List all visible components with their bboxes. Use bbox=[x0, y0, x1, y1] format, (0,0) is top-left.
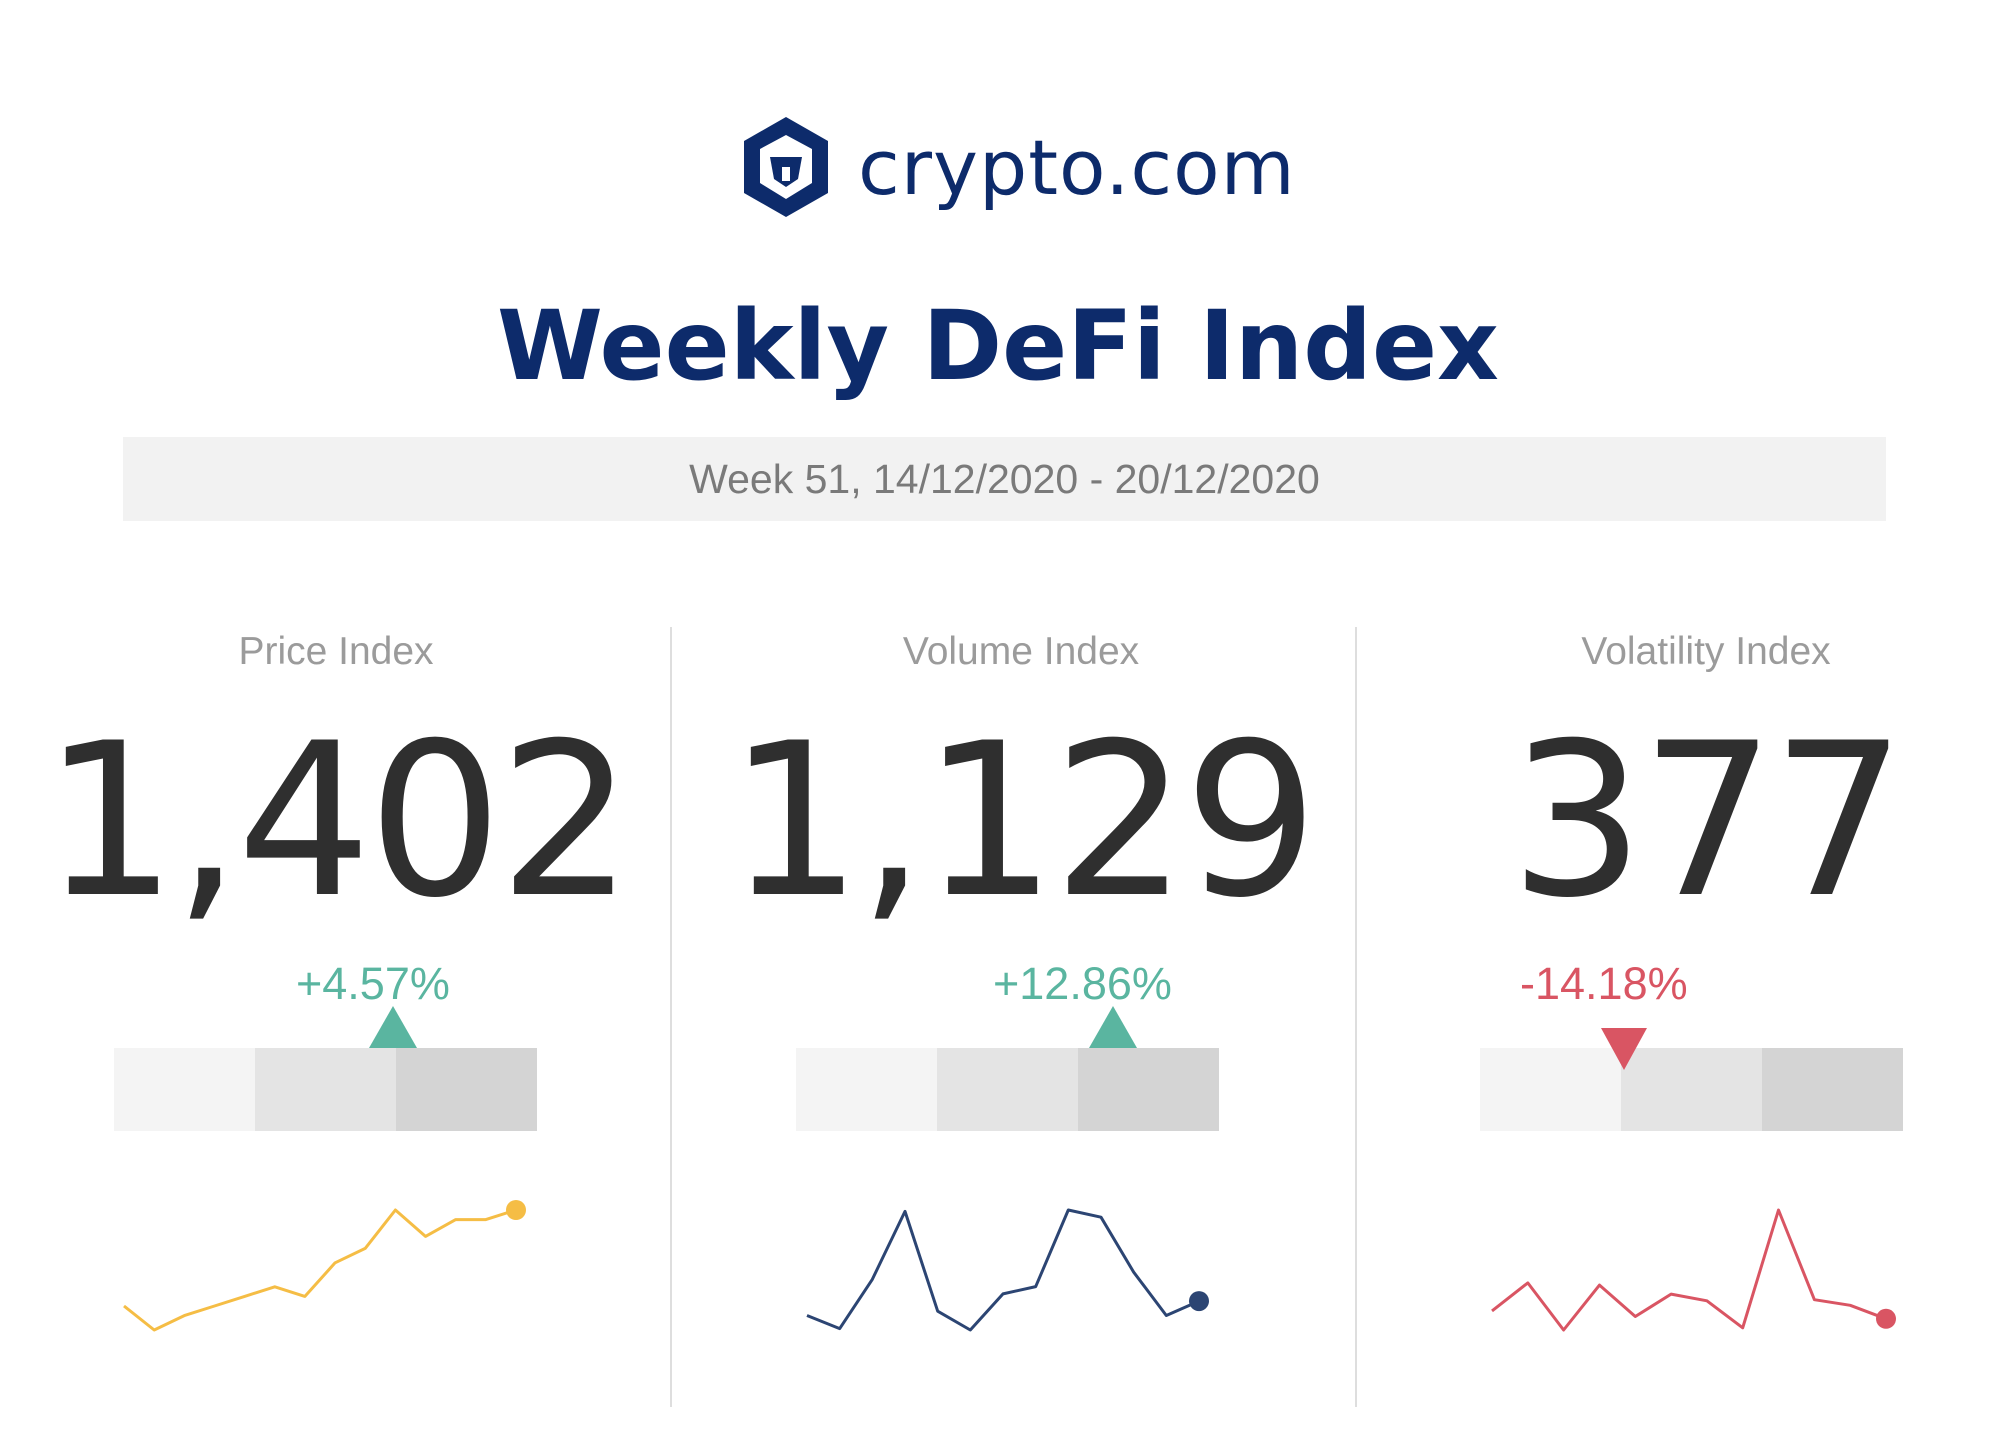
volume-index-label: Volume Index bbox=[902, 630, 1140, 673]
crypto-com-lion-shield-icon bbox=[744, 117, 828, 217]
volatility-index-panel: Volatility Index 377 -14.18% bbox=[1370, 620, 1996, 1400]
range-segment-high bbox=[1762, 1048, 1903, 1131]
volume-index-value: 1,129 bbox=[727, 697, 1319, 944]
price-index-sparkline bbox=[123, 1200, 526, 1332]
range-segment-high bbox=[1078, 1048, 1219, 1131]
range-segment-mid bbox=[255, 1048, 396, 1131]
series-end-point bbox=[1189, 1291, 1209, 1312]
up-triangle-icon bbox=[369, 1006, 418, 1048]
brand-logo: crypto.com bbox=[740, 112, 1295, 222]
volume-index-range-bar bbox=[796, 1048, 1219, 1131]
range-segment-mid bbox=[937, 1048, 1078, 1131]
price-index-label: Price Index bbox=[238, 630, 434, 673]
date-range-text: Week 51, 14/12/2020 - 20/12/2020 bbox=[689, 455, 1320, 502]
range-segment-low bbox=[114, 1048, 255, 1131]
date-range-band: Week 51, 14/12/2020 - 20/12/2020 bbox=[123, 437, 1886, 521]
brand-name: crypto.com bbox=[858, 122, 1296, 212]
price-index-value: 1,402 bbox=[42, 697, 634, 944]
series-end-point bbox=[1876, 1308, 1896, 1329]
price-index-change: +4.57% bbox=[296, 958, 450, 1009]
volatility-index-sparkline bbox=[1491, 1208, 1896, 1332]
series-end-point bbox=[506, 1200, 526, 1220]
range-segment-high bbox=[396, 1048, 537, 1131]
volatility-index-range-bar bbox=[1480, 1048, 1903, 1131]
volatility-index-value: 377 bbox=[1509, 697, 1907, 944]
volatility-index-change: -14.18% bbox=[1520, 958, 1688, 1009]
volume-index-panel: Volume Index 1,129 +12.86% bbox=[685, 620, 1365, 1400]
range-segment-low bbox=[1480, 1048, 1621, 1131]
series-line bbox=[123, 1208, 517, 1332]
series-line bbox=[1491, 1208, 1887, 1332]
volume-index-change: +12.86% bbox=[993, 958, 1172, 1009]
price-index-panel: Price Index 1,402 +4.57% bbox=[0, 620, 680, 1400]
column-divider bbox=[1355, 627, 1357, 1407]
volatility-index-label: Volatility Index bbox=[1581, 630, 1831, 673]
column-divider bbox=[670, 627, 672, 1407]
price-index-range-bar bbox=[114, 1048, 537, 1131]
down-triangle-icon bbox=[1600, 1028, 1647, 1070]
volume-index-sparkline bbox=[806, 1208, 1209, 1332]
up-triangle-icon bbox=[1089, 1006, 1138, 1048]
series-line bbox=[806, 1208, 1200, 1332]
range-segment-low bbox=[796, 1048, 937, 1131]
page-title: Weekly DeFi Index bbox=[497, 290, 1499, 402]
